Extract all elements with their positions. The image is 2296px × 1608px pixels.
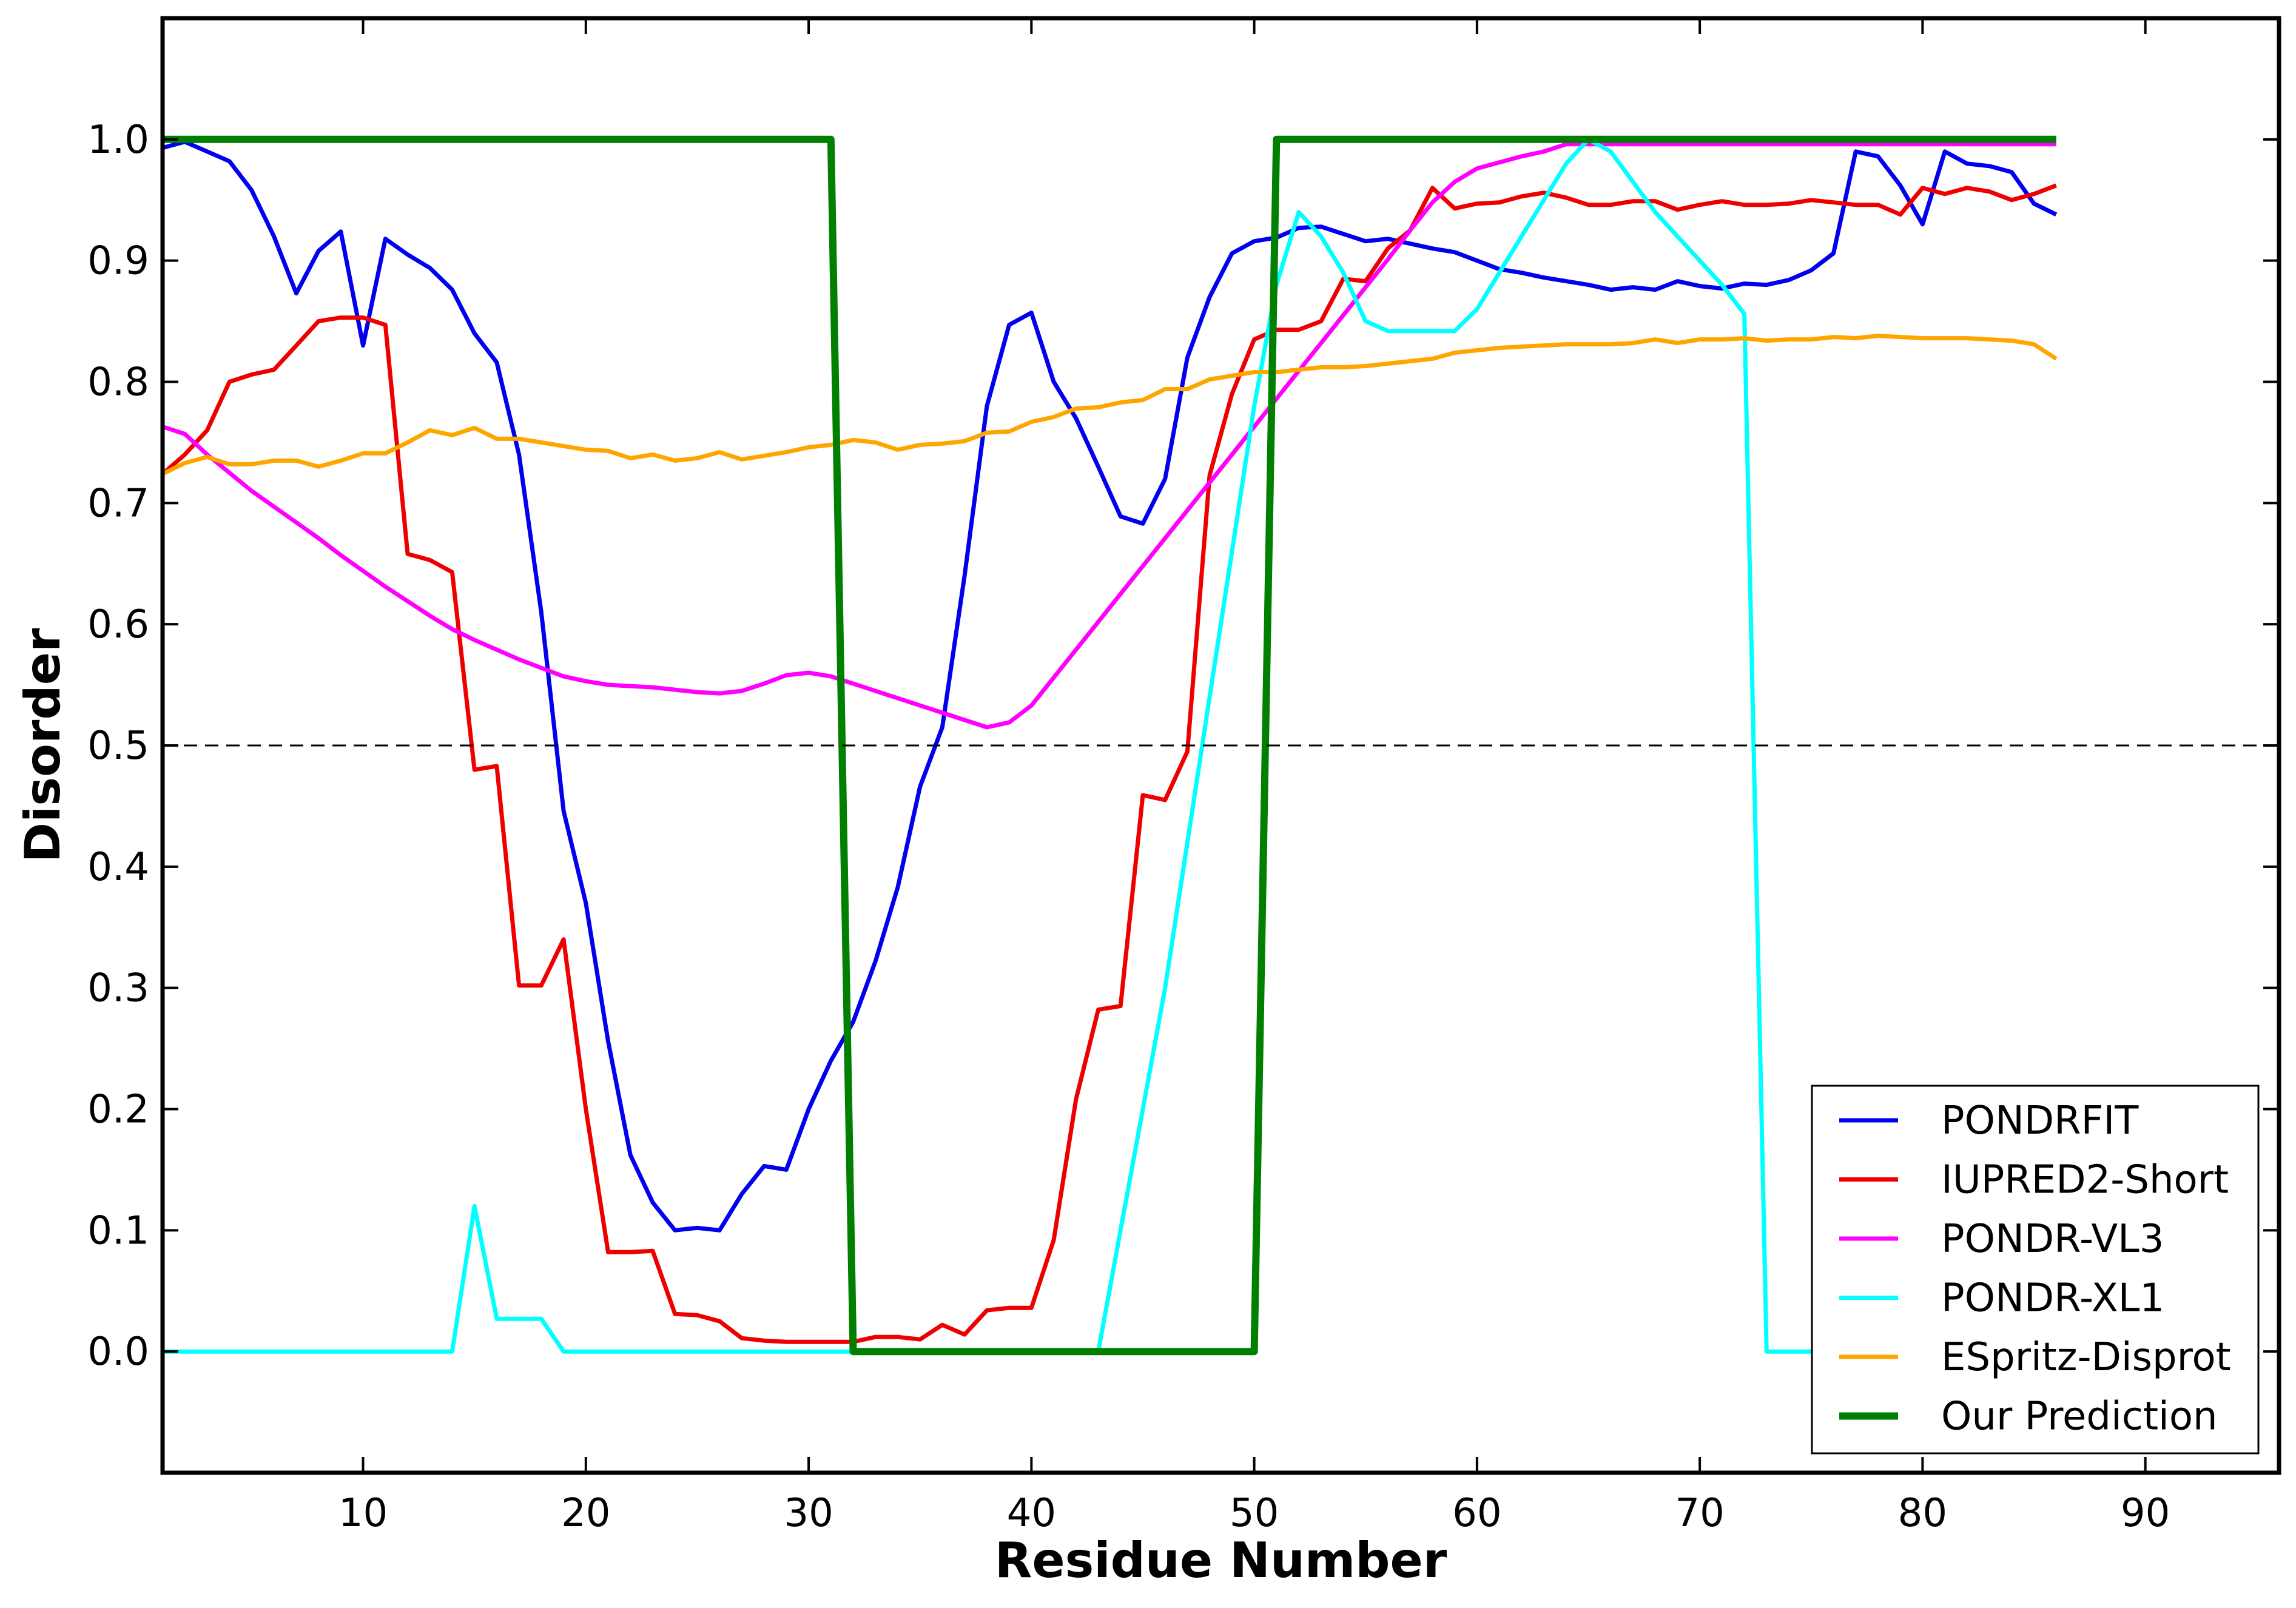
- y-axis-title: Disorder: [15, 628, 71, 863]
- ticks-layer: 10 20 30 40 50 60 70 80 90 0.0 0.1 0.2 0.3 0.4 0.5 0.6 0…: [87, 18, 2279, 1536]
- series-layer: [161, 135, 2058, 1356]
- x-tick-label: 50: [1230, 1491, 1279, 1536]
- series-line-espritz-disprot: [161, 334, 2058, 476]
- y-tick-label: 0.7: [87, 481, 149, 526]
- series-line-iupred2-short: [161, 183, 2057, 1344]
- x-tick-label: 40: [1007, 1491, 1056, 1536]
- legend-label-pondr-xl1: PONDR-XL1: [1941, 1276, 2164, 1321]
- x-tick-label: 10: [338, 1491, 388, 1536]
- x-tick-label: 70: [1675, 1491, 1724, 1536]
- series-line-pondrfit: [162, 140, 2058, 1233]
- x-tick-label: 90: [2121, 1491, 2170, 1536]
- x-tick-label: 80: [1898, 1491, 1947, 1536]
- series-line-pondr-vl3: [161, 142, 2056, 730]
- legend-box: [1811, 1085, 2260, 1455]
- y-tick-label: 0.8: [87, 360, 149, 405]
- y-tick-label: 0.3: [87, 966, 149, 1011]
- x-tick-label: 20: [561, 1491, 610, 1536]
- y-tick-label: 1.0: [87, 118, 149, 163]
- y-tick-label: 0.9: [87, 239, 149, 284]
- legend-label-espritz-disprot: ESpritz-Disprot: [1941, 1335, 2231, 1380]
- legend-label-pondrfit: PONDRFIT: [1941, 1098, 2139, 1143]
- series-line-pondr-xl1: [163, 137, 2056, 1354]
- x-tick-label: 30: [784, 1491, 833, 1536]
- x-axis-title: Residue Number: [995, 1532, 1447, 1589]
- legend-label-pondr-vl3: PONDR-VL3: [1941, 1217, 2164, 1262]
- x-tick-label: 60: [1452, 1491, 1501, 1536]
- legend: PONDRFIT IUPRED2-Short PONDR-VL3 PONDR-XL1 E…: [1811, 1085, 2260, 1455]
- y-tick-label: 0.0: [87, 1330, 149, 1374]
- y-tick-label: 0.2: [87, 1088, 149, 1132]
- y-tick-label: 0.5: [87, 724, 149, 769]
- y-tick-label: 0.1: [87, 1208, 149, 1253]
- legend-label-iupred2-short: IUPRED2-Short: [1941, 1158, 2229, 1203]
- legend-label-our-prediction: Our Prediction: [1941, 1394, 2218, 1439]
- y-tick-label: 0.4: [87, 845, 149, 890]
- y-tick-label: 0.6: [87, 602, 149, 647]
- series-line-our-prediction: [163, 135, 2056, 1356]
- plot-frame: [160, 16, 2281, 1475]
